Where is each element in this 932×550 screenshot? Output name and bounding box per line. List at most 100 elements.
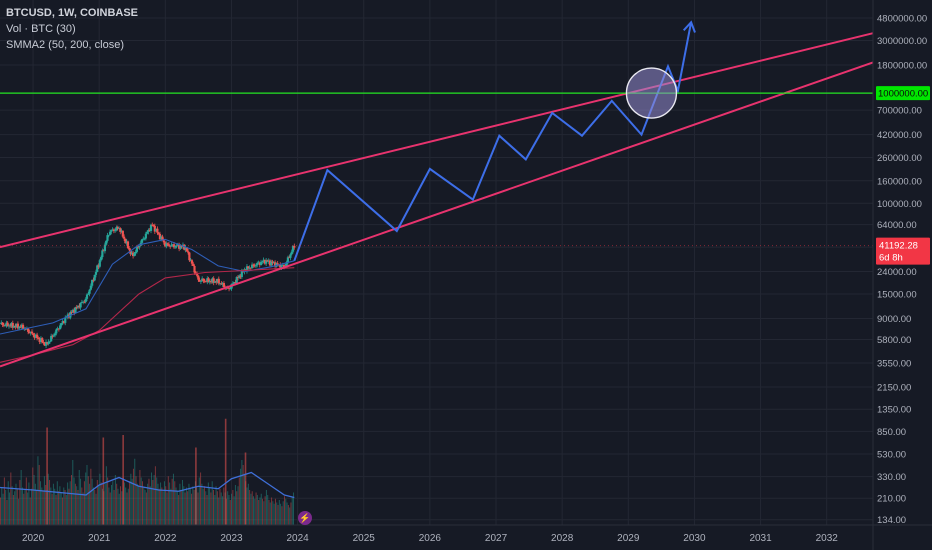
level-price-badge[interactable]: 1000000.00 <box>876 86 930 101</box>
volume-bar <box>3 477 5 525</box>
volume-bar <box>192 486 194 525</box>
candle-body <box>156 228 159 233</box>
candle-body <box>28 331 31 334</box>
volume-bar <box>260 493 262 525</box>
candle-body <box>4 325 7 327</box>
smma-fast-line[interactable] <box>0 238 295 335</box>
candle-body <box>197 275 200 280</box>
volume-bar <box>52 483 54 525</box>
candle-body <box>229 288 232 290</box>
volume-bar <box>82 492 84 525</box>
volume-bar <box>215 486 217 525</box>
volume-bar <box>272 501 274 525</box>
candle-body <box>101 250 104 258</box>
candle-body <box>248 267 251 269</box>
candle-body <box>112 229 115 232</box>
volume-bar <box>143 487 145 525</box>
candle-body <box>106 235 109 241</box>
volume-bar <box>92 487 94 525</box>
volume-indicator-label[interactable]: Vol · BTC (30) <box>6 23 76 35</box>
volume-bar <box>2 493 4 525</box>
candle-body <box>96 265 99 272</box>
lightning-icon[interactable]: ⚡ <box>298 511 312 525</box>
volume-bar <box>258 500 260 525</box>
channel-lower-line[interactable] <box>0 61 874 368</box>
volume-bar <box>259 497 261 525</box>
symbol-title[interactable]: BTCUSD, 1W, COINBASE <box>6 7 139 19</box>
volume-bar <box>174 481 176 525</box>
candle-body <box>41 338 44 343</box>
volume-bar <box>148 478 150 525</box>
volume-bar <box>178 495 180 525</box>
candle-body <box>215 281 218 283</box>
volume-bar <box>127 488 129 525</box>
candle-body <box>16 323 20 329</box>
candle-body <box>258 262 261 265</box>
x-tick-label: 2022 <box>154 533 177 544</box>
candle-body <box>115 227 118 231</box>
volume-bar <box>67 482 69 525</box>
candle-body <box>185 247 188 252</box>
time-axis[interactable]: 2020 2021 2022 2023 2024 2025 2026 2027 2028 2029… <box>0 524 932 544</box>
drawing-overlays[interactable] <box>0 67 873 247</box>
volume-bar <box>236 491 238 525</box>
volume-bar <box>280 503 282 525</box>
candle-body <box>187 251 190 253</box>
y-tick-label: 420000.00 <box>877 130 922 141</box>
volume-bar <box>229 500 231 525</box>
volume-bar <box>112 481 114 525</box>
candle-body <box>266 260 269 262</box>
volume-bar <box>125 487 127 525</box>
volume-bar <box>269 502 271 525</box>
candle-body <box>39 338 43 342</box>
volume-bar <box>30 488 32 525</box>
volume-bar <box>183 486 185 525</box>
candle-body <box>218 283 222 285</box>
candle-body <box>33 335 36 338</box>
smma-indicator-label[interactable]: SMMA2 (50, 200, close) <box>6 39 124 51</box>
volume-bar <box>131 478 133 525</box>
candle-body <box>166 243 169 245</box>
volume-bar <box>241 460 243 525</box>
y-tick-label: 1800000.00 <box>877 60 927 71</box>
candle-body <box>78 305 81 308</box>
volume-bar <box>87 476 89 525</box>
volume-bar <box>171 478 173 525</box>
channel-upper-line[interactable] <box>0 32 874 249</box>
volume-bar <box>14 491 16 525</box>
candle-body <box>84 298 87 302</box>
candle-body <box>55 329 58 334</box>
candle-body <box>2 324 5 326</box>
volume-pane <box>0 418 295 525</box>
price-axis[interactable]: 134.00 210.00 330.00 530.00 850.00 1350.00 215… <box>872 0 930 550</box>
smma-slow-line[interactable] <box>0 267 295 363</box>
volume-bar <box>216 491 218 525</box>
volume-bar <box>46 427 48 525</box>
volume-bar <box>10 472 12 525</box>
candle-body <box>131 252 135 257</box>
candle-body <box>74 307 77 313</box>
volume-bar <box>207 482 209 525</box>
volume-bar <box>109 492 111 525</box>
candle-body <box>57 328 60 330</box>
candle-body <box>172 244 176 248</box>
candle-body <box>99 257 103 261</box>
candle-body <box>288 257 291 259</box>
candle-body <box>129 249 132 255</box>
volume-bar <box>220 492 222 525</box>
price-badge-bg <box>876 237 930 265</box>
y-tick-label: 100000.00 <box>877 199 922 210</box>
volume-bar <box>234 485 236 525</box>
candles <box>0 222 296 349</box>
candle-body <box>256 263 259 266</box>
candle-body <box>249 267 252 269</box>
candle-body <box>82 301 85 303</box>
y-tick-label: 3550.00 <box>877 358 911 369</box>
candle-body <box>140 239 144 243</box>
candle-body <box>73 309 76 313</box>
target-circle[interactable] <box>625 67 678 119</box>
volume-bar <box>180 490 182 525</box>
volume-bar <box>11 486 13 525</box>
